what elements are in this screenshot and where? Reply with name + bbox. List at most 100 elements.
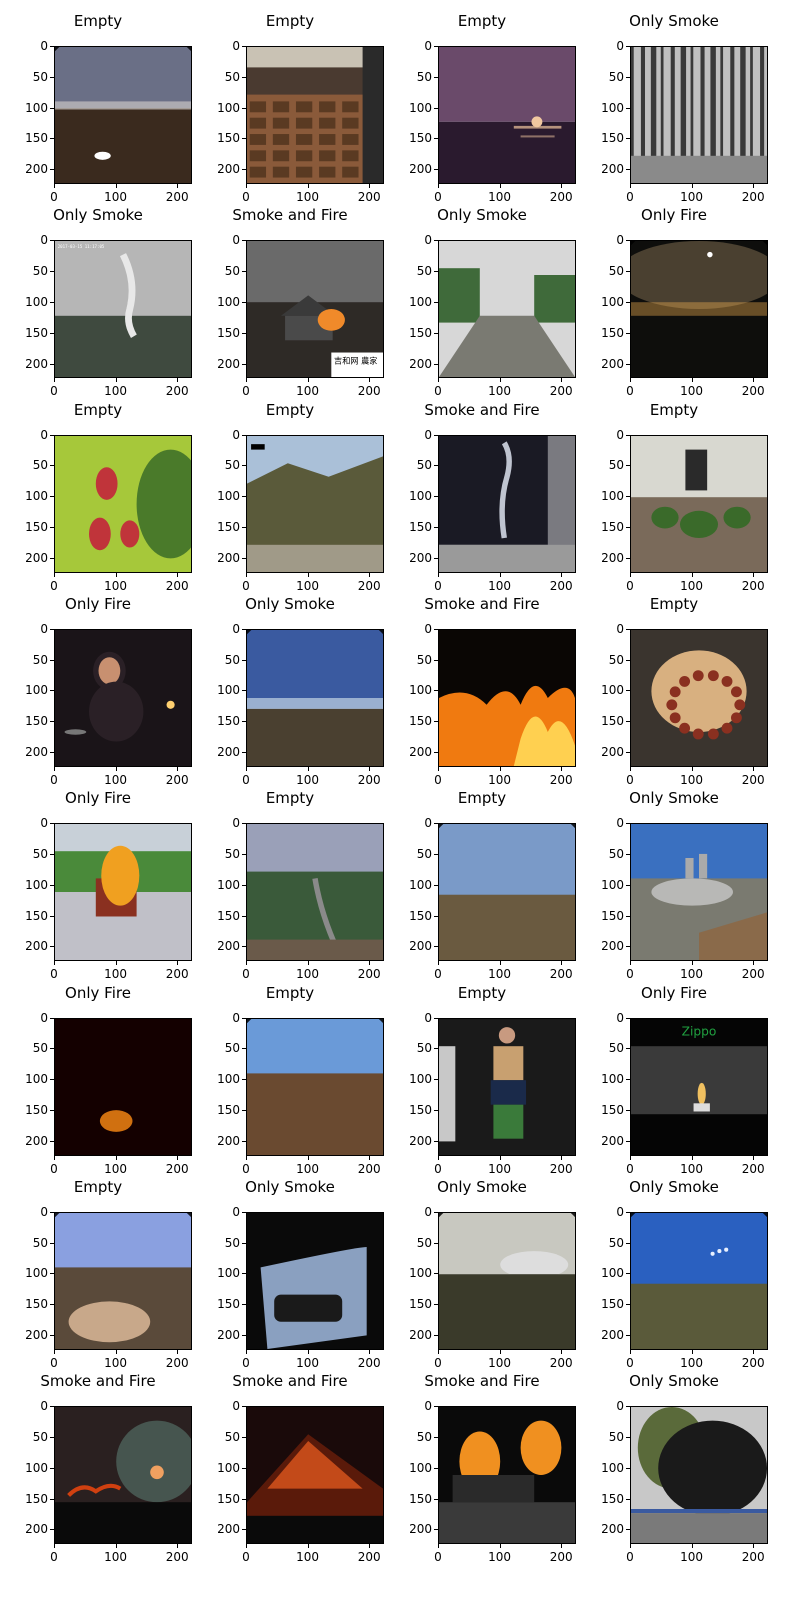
- x-tick-mark: [177, 961, 179, 966]
- panel-title: Smoke and Fire: [232, 206, 348, 225]
- y-tick-mark: [50, 823, 54, 825]
- y-tick-mark: [242, 107, 246, 109]
- panel-image: [630, 1406, 768, 1545]
- y-tick-mark: [50, 363, 54, 365]
- x-tick-label: 200: [549, 772, 573, 787]
- y-tick-label: 200: [409, 162, 432, 177]
- image-panel: Empty 0 50 100 150 200 0 100 200: [0, 12, 196, 211]
- x-tick-label: 0: [242, 772, 250, 787]
- panel-image: [438, 240, 576, 379]
- y-tick-label: 0: [232, 621, 240, 636]
- y-tick-label: 100: [409, 683, 432, 698]
- image-panel: Only Fire 0 50 100 150 200 0 100 200: [0, 984, 196, 1183]
- x-tick-label: 200: [741, 190, 765, 204]
- x-tick-label: 100: [488, 384, 512, 399]
- x-tick-mark: [307, 1544, 309, 1549]
- x-tick-mark: [307, 184, 309, 188]
- y-tick-mark: [626, 823, 630, 825]
- y-tick-label: 50: [608, 1041, 624, 1056]
- x-tick-label: 100: [296, 190, 320, 204]
- y-tick-label: 150: [217, 1297, 240, 1312]
- y-tick-mark: [50, 721, 54, 723]
- image-panel: Empty 0 50 100 150 200 0 100 200: [0, 401, 196, 600]
- y-tick-label: 200: [25, 162, 48, 177]
- x-tick-label: 100: [104, 578, 128, 593]
- y-tick-label: 200: [217, 356, 240, 371]
- y-tick-label: 150: [601, 325, 624, 340]
- panel-image: [54, 1211, 192, 1350]
- y-tick-label: 0: [616, 233, 624, 248]
- x-tick-mark: [499, 1349, 501, 1354]
- y-tick-label: 100: [601, 100, 624, 115]
- panel-title: Only Fire: [65, 594, 131, 613]
- x-tick-mark: [630, 184, 631, 188]
- y-tick-mark: [626, 363, 630, 365]
- x-tick-mark: [177, 378, 179, 383]
- x-tick-label: 0: [242, 384, 250, 399]
- x-tick-mark: [561, 572, 563, 577]
- x-tick-mark: [753, 766, 755, 771]
- panel-title: Empty: [265, 789, 315, 808]
- y-tick-label: 100: [25, 1266, 48, 1281]
- y-tick-label: 100: [25, 100, 48, 115]
- x-tick-label: 200: [165, 967, 189, 982]
- y-tick-label: 0: [424, 427, 432, 442]
- x-tick-label: 200: [549, 384, 573, 399]
- y-tick-label: 200: [601, 1328, 624, 1342]
- y-tick-mark: [626, 301, 630, 303]
- y-tick-mark: [434, 1529, 438, 1531]
- y-tick-mark: [242, 1529, 246, 1531]
- y-tick-mark: [434, 690, 438, 692]
- y-tick-mark: [50, 1467, 54, 1469]
- x-tick-label: 100: [296, 1550, 320, 1565]
- x-tick-mark: [630, 378, 631, 383]
- y-tick-label: 0: [40, 427, 48, 442]
- x-tick-label: 200: [165, 578, 189, 593]
- panel-image: [438, 1211, 576, 1350]
- image-panel: Empty 0 50 100 150 200 0 100 200: [384, 789, 580, 988]
- y-tick-label: 200: [25, 550, 48, 565]
- y-tick-mark: [50, 946, 54, 948]
- y-tick-label: 50: [32, 846, 48, 861]
- y-tick-label: 150: [409, 908, 432, 923]
- y-tick-mark: [626, 1140, 630, 1142]
- y-tick-mark: [242, 1140, 246, 1142]
- y-tick-label: 150: [409, 1102, 432, 1117]
- x-tick-label: 0: [434, 967, 442, 982]
- y-tick-mark: [626, 1498, 630, 1500]
- y-tick-mark: [434, 884, 438, 886]
- y-tick-mark: [434, 659, 438, 661]
- y-tick-mark: [242, 915, 246, 917]
- svg-text:Zippo: Zippo: [682, 1024, 717, 1038]
- x-tick-mark: [753, 1349, 755, 1354]
- x-tick-mark: [369, 378, 371, 383]
- image-panel: Empty 0 50 100 150 200 0 100 200: [576, 401, 772, 600]
- panel-title: Only Smoke: [245, 1177, 335, 1196]
- y-tick-label: 100: [25, 489, 48, 504]
- x-tick-mark: [54, 184, 55, 188]
- x-tick-mark: [753, 572, 755, 577]
- x-tick-mark: [438, 1155, 439, 1160]
- x-tick-label: 0: [242, 1550, 250, 1565]
- y-tick-mark: [50, 1529, 54, 1531]
- image-panel: Empty 0 50 100 150 200 0 100 200: [576, 595, 772, 794]
- panel-title: Empty: [649, 400, 699, 419]
- y-tick-label: 100: [409, 294, 432, 309]
- y-tick-label: 150: [217, 325, 240, 340]
- y-tick-mark: [626, 1109, 630, 1111]
- y-tick-label: 200: [601, 162, 624, 177]
- y-tick-label: 200: [217, 1133, 240, 1148]
- y-tick-label: 0: [40, 39, 48, 53]
- x-tick-label: 200: [741, 384, 765, 399]
- image-panel: Only Smoke 0 50 100 150 200 0 100 200: [384, 1178, 580, 1377]
- y-tick-mark: [50, 690, 54, 692]
- y-tick-mark: [242, 1242, 246, 1244]
- x-tick-label: 100: [104, 384, 128, 399]
- y-tick-mark: [626, 1048, 630, 1050]
- y-tick-label: 50: [608, 846, 624, 861]
- y-tick-mark: [50, 1406, 54, 1408]
- y-tick-mark: [50, 752, 54, 754]
- y-tick-label: 50: [608, 69, 624, 84]
- x-tick-label: 0: [242, 1161, 250, 1176]
- panel-image: [54, 823, 192, 962]
